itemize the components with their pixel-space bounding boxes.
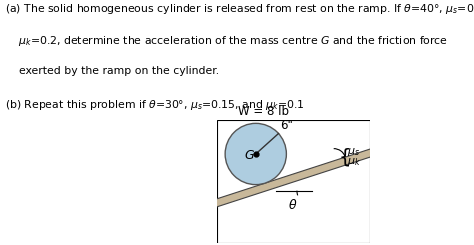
Text: (b) Repeat this problem if $\theta$=30°, $\mu_s$=0.15, and $\mu_k$=0.1: (b) Repeat this problem if $\theta$=30°,… [5, 98, 304, 112]
Text: {: { [338, 147, 351, 166]
Text: $\mu_s$: $\mu_s$ [346, 146, 360, 158]
Text: (a) The solid homogeneous cylinder is released from rest on the ramp. If $\theta: (a) The solid homogeneous cylinder is re… [5, 2, 474, 16]
Text: G: G [244, 149, 254, 162]
Polygon shape [214, 148, 377, 207]
Text: exerted by the ramp on the cylinder.: exerted by the ramp on the cylinder. [5, 66, 219, 76]
Circle shape [225, 123, 286, 185]
Text: W = 8 lb: W = 8 lb [238, 105, 289, 118]
Text: $\mu_k$: $\mu_k$ [346, 156, 361, 168]
Text: $\theta$: $\theta$ [288, 197, 297, 211]
Text: $\mu_k$=0.2, determine the acceleration of the mass centre $G$ and the friction : $\mu_k$=0.2, determine the acceleration … [5, 34, 448, 48]
Text: 6": 6" [280, 119, 293, 132]
